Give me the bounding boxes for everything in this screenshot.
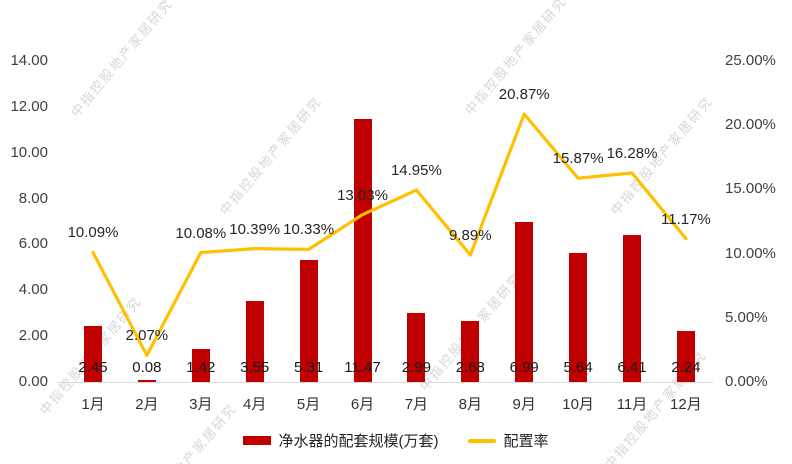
line-value-label: 10.09%	[67, 224, 119, 242]
rate-line	[91, 112, 688, 358]
left-axis-tick: 0.00	[18, 373, 48, 390]
bar-value-label: 5.31	[293, 359, 324, 376]
bar-2月	[137, 380, 156, 382]
legend: 净水器的配套规模(万套) 配置率	[0, 430, 792, 451]
bar-10月	[569, 252, 588, 382]
line-value-label: 15.87%	[552, 150, 604, 168]
bar-value-label: 5.64	[563, 359, 593, 376]
bar-value-label: 2.24	[671, 359, 701, 376]
x-axis-label-3月: 3月	[189, 396, 213, 413]
right-axis-tick: 0.00%	[725, 373, 768, 390]
line-value-label: 13.03%	[337, 186, 388, 204]
bar-value-label: 3.55	[240, 359, 270, 376]
bar-value-label: 11.47	[344, 359, 381, 376]
left-axis-tick: 2.00	[18, 327, 48, 345]
bar-value-label: 2.68	[455, 359, 485, 376]
x-axis-label-1月: 1月	[81, 396, 105, 413]
left-axis-tick: 6.00	[18, 235, 48, 253]
x-axis-label-6月: 6月	[350, 396, 375, 413]
line-value-label: 14.95%	[390, 162, 442, 180]
bar-value-label: 2.45	[78, 359, 108, 376]
bar-value-label: 6.99	[509, 359, 539, 376]
line-value-label: 9.89%	[449, 227, 492, 244]
line-series-legend-label: 配置率	[503, 433, 549, 450]
left-axis-tick: 10.00	[10, 143, 48, 161]
bar-1月	[84, 325, 102, 382]
bar-5月	[299, 260, 318, 382]
right-axis-tick: 10.00%	[725, 244, 776, 262]
line-value-label: 16.28%	[606, 144, 658, 162]
line-value-label: 2.07%	[125, 327, 169, 345]
x-axis-label-12月: 12月	[670, 396, 702, 413]
x-axis-label-11月: 11月	[616, 396, 648, 413]
bar-value-label: 2.99	[401, 359, 431, 376]
legend-item-bar-series: 净水器的配套规模(万套)	[243, 430, 438, 451]
line-value-label: 10.08%	[175, 224, 227, 242]
x-axis-label-5月: 5月	[296, 396, 321, 413]
bar-7月	[407, 313, 426, 382]
line-value-label: 20.87%	[498, 86, 550, 104]
x-axis-label-7月: 7月	[404, 396, 429, 413]
bar-9月	[515, 221, 534, 382]
left-axis-tick: 4.00	[18, 281, 48, 299]
bar-value-label: 6.41	[617, 359, 647, 376]
bar-12月	[676, 330, 695, 382]
bar-value-label: 1.42	[186, 359, 216, 376]
right-axis-tick: 5.00%	[725, 308, 768, 326]
right-axis-tick: 25.00%	[725, 52, 776, 69]
line-series-swatch	[468, 438, 497, 443]
x-axis-line	[57, 382, 713, 383]
bar-6月	[353, 119, 372, 382]
x-axis-label-4月: 4月	[243, 396, 267, 413]
bar-3月	[191, 349, 210, 382]
left-axis-tick: 12.00	[10, 97, 48, 115]
bar-series-swatch	[243, 436, 272, 445]
x-axis-label-10月: 10月	[562, 396, 594, 413]
bar-4月	[245, 300, 264, 382]
left-axis-tick: 8.00	[18, 189, 48, 207]
bar-series-legend-label: 净水器的配套规模(万套)	[278, 433, 439, 450]
bar-11月	[623, 235, 641, 382]
x-axis-label-2月: 2月	[135, 396, 159, 413]
line-value-label: 10.39%	[229, 220, 281, 238]
right-axis-tick: 15.00%	[725, 180, 776, 198]
right-axis-tick: 20.00%	[725, 116, 776, 134]
line-value-label: 10.33%	[283, 221, 335, 239]
x-axis-label-9月: 9月	[512, 396, 536, 413]
legend-item-line-series: 配置率	[468, 430, 549, 451]
line-value-label: 11.17%	[661, 210, 711, 228]
left-axis-tick: 14.00	[10, 52, 48, 69]
bar-value-label: 0.08	[132, 359, 162, 376]
bar-8月	[461, 320, 480, 382]
x-axis-label-8月: 8月	[458, 396, 482, 413]
